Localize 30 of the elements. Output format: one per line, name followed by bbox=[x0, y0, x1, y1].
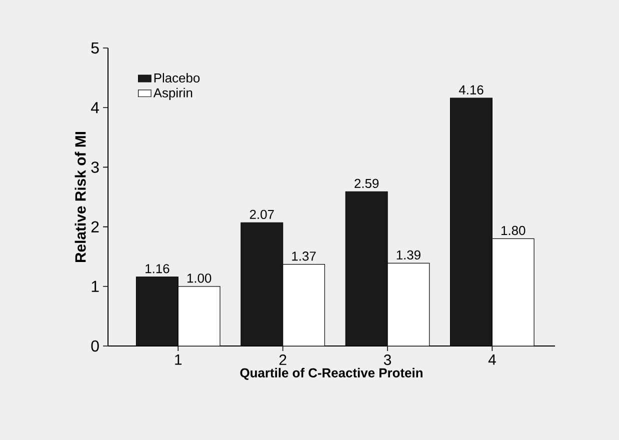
y-tick-label: 2 bbox=[91, 221, 99, 232]
legend-label: Aspirin bbox=[153, 88, 192, 100]
data-label: 2.07 bbox=[250, 210, 274, 220]
x-tick-label: 2 bbox=[279, 354, 286, 365]
x-axis-title: Quartile of C-Reactive Protein bbox=[240, 368, 422, 380]
bar bbox=[240, 222, 284, 346]
bar bbox=[492, 238, 534, 346]
y-tick-label: 4 bbox=[90, 102, 100, 114]
bar bbox=[178, 286, 220, 346]
bar bbox=[282, 264, 325, 346]
y-tick-label: 5 bbox=[91, 42, 99, 54]
data-label: 1.16 bbox=[146, 264, 170, 274]
y-axis-title: Relative Risk of MI bbox=[74, 132, 86, 262]
data-label: 1.39 bbox=[396, 250, 420, 260]
y-tick-label: 3 bbox=[91, 162, 99, 173]
y-tick-label: 0 bbox=[91, 340, 99, 352]
y-tick-label: 1 bbox=[92, 280, 99, 292]
data-label: 1.80 bbox=[502, 226, 526, 236]
bar bbox=[136, 276, 178, 346]
data-label: 1.00 bbox=[187, 274, 212, 283]
data-label: 4.16 bbox=[458, 85, 484, 94]
legend-label: Placebo bbox=[154, 73, 200, 83]
x-tick-label: 4 bbox=[488, 354, 496, 365]
bar bbox=[387, 262, 430, 346]
x-tick-label: 1 bbox=[175, 354, 182, 365]
bar bbox=[450, 98, 492, 346]
bar bbox=[345, 191, 388, 346]
data-label: 2.59 bbox=[354, 178, 379, 188]
data-label: 1.37 bbox=[292, 252, 316, 261]
x-tick-label: 3 bbox=[384, 354, 392, 366]
